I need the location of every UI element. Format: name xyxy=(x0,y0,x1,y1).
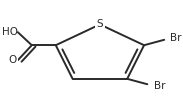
Text: HO: HO xyxy=(2,27,18,37)
Text: O: O xyxy=(9,55,17,65)
Text: Br: Br xyxy=(154,81,165,91)
Text: Br: Br xyxy=(170,33,182,43)
Text: S: S xyxy=(97,19,103,29)
